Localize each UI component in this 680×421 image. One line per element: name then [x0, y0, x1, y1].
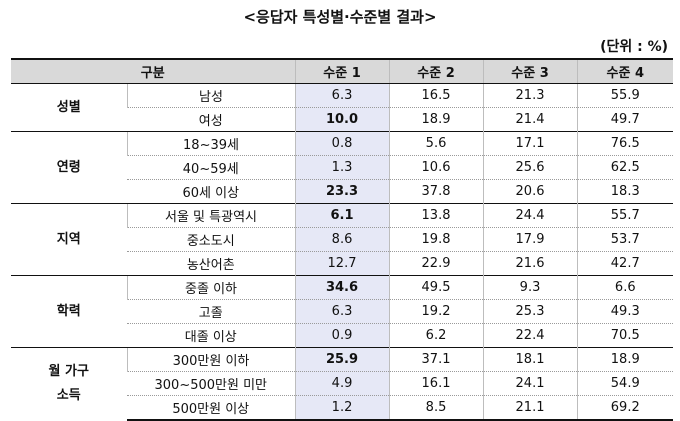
table-row: 40~59세 1.3 10.6 25.6 62.5 [11, 155, 674, 180]
cell-level-2: 6.2 [388, 323, 484, 348]
cell-level-3: 21.1 [482, 395, 578, 421]
cell-level-3: 24.4 [482, 203, 578, 228]
cell-level-1: 1.3 [294, 155, 390, 180]
table-title: <응답자 특성별·수준별 결과> [243, 8, 437, 26]
cell-level-1: 6.3 [294, 83, 390, 108]
cell-level-2: 16.1 [388, 371, 484, 396]
cell-level-4: 49.3 [576, 299, 674, 324]
cell-level-1: 0.8 [294, 131, 390, 156]
cell-level-4: 49.7 [576, 107, 674, 132]
table-row: 대졸 이상 0.9 6.2 22.4 70.5 [11, 323, 674, 348]
row-label: 500만원 이상 [127, 395, 296, 421]
table-row: 농산어촌 12.7 22.9 21.6 42.7 [11, 251, 674, 276]
header-level-3: 수준 3 [482, 58, 578, 84]
cell-level-4: 18.9 [576, 347, 674, 372]
table-row: 연령 18~39세 0.8 5.6 17.1 76.5 [11, 131, 674, 204]
cell-level-1: 6.3 [294, 299, 390, 324]
cell-level-2: 8.5 [388, 395, 484, 421]
group-label: 지역 [11, 203, 127, 276]
row-label: 300~500만원 미만 [127, 371, 296, 396]
cell-level-2: 22.9 [388, 251, 484, 276]
cell-level-2: 19.8 [388, 227, 484, 252]
cell-level-1: 1.2 [294, 395, 390, 421]
cell-level-4: 54.9 [576, 371, 674, 396]
cell-level-3: 18.1 [482, 347, 578, 372]
cell-level-2: 19.2 [388, 299, 484, 324]
row-label: 여성 [127, 107, 296, 132]
table-row: 성별 남성 6.3 16.5 21.3 55.9 [11, 83, 674, 132]
cell-level-4: 6.6 [576, 275, 674, 300]
cell-level-2: 16.5 [388, 83, 484, 108]
cell-level-4: 55.9 [576, 83, 674, 108]
cell-level-1: 6.1 [294, 203, 390, 228]
cell-level-2: 37.1 [388, 347, 484, 372]
header-level-4: 수준 4 [576, 58, 674, 84]
cell-level-3: 21.6 [482, 251, 578, 276]
cell-level-4: 55.7 [576, 203, 674, 228]
cell-level-1: 4.9 [294, 371, 390, 396]
cell-level-3: 21.3 [482, 83, 578, 108]
cell-level-1: 25.9 [294, 347, 390, 372]
row-label: 대졸 이상 [127, 323, 296, 348]
table-row: 월 가구 소득 300만원 이하 25.9 37.1 18.1 18.9 [11, 347, 674, 420]
table-row: 지역 서울 및 특광역시 6.1 13.8 24.4 55.7 [11, 203, 674, 276]
cell-level-1: 0.9 [294, 323, 390, 348]
header-row: 구분 수준 1 수준 2 수준 3 수준 4 [11, 58, 674, 84]
row-label: 60세 이상 [127, 179, 296, 204]
table-row: 여성 10.0 18.9 21.4 49.7 [11, 107, 674, 132]
row-label: 중졸 이하 [126, 275, 296, 300]
results-table: 구분 수준 1 수준 2 수준 3 수준 4 성별 남성 6.3 16.5 21.3 55… [11, 58, 674, 421]
cell-level-3: 22.4 [482, 323, 578, 348]
row-label: 300만원 이하 [126, 347, 296, 372]
table-row: 300~500만원 미만 4.9 16.1 24.1 54.9 [11, 371, 674, 396]
cell-level-1: 10.0 [294, 107, 390, 132]
table-row: 고졸 6.3 19.2 25.3 49.3 [11, 299, 674, 324]
cell-level-4: 76.5 [576, 131, 674, 156]
cell-level-3: 17.9 [482, 227, 578, 252]
cell-level-3: 20.6 [482, 179, 578, 204]
cell-level-1: 8.6 [294, 227, 390, 252]
row-label: 남성 [126, 83, 296, 108]
cell-level-3: 9.3 [482, 275, 578, 300]
table-row: 학력 중졸 이하 34.6 49.5 9.3 6.6 [11, 275, 674, 348]
row-label: 40~59세 [127, 155, 296, 180]
table-row: 60세 이상 23.3 37.8 20.6 18.3 [11, 179, 674, 204]
cell-level-4: 69.2 [576, 395, 674, 421]
cell-level-1: 23.3 [294, 179, 390, 204]
header-category: 구분 [11, 58, 296, 84]
cell-level-3: 25.6 [482, 155, 578, 180]
cell-level-2: 5.6 [388, 131, 484, 156]
cell-level-3: 21.4 [482, 107, 578, 132]
row-label: 중소도시 [127, 227, 296, 252]
table-row: 500만원 이상 1.2 8.5 21.1 69.2 [11, 395, 674, 421]
table-body: 성별 남성 6.3 16.5 21.3 55.9 여성 10.0 18.9 21.4 49.7 연령 1… [11, 83, 674, 421]
cell-level-4: 62.5 [576, 155, 674, 180]
cell-level-1: 34.6 [294, 275, 390, 300]
row-label: 서울 및 특광역시 [126, 203, 296, 228]
row-label: 18~39세 [126, 131, 296, 156]
row-label: 농산어촌 [127, 251, 296, 276]
cell-level-4: 18.3 [576, 179, 674, 204]
cell-level-2: 37.8 [388, 179, 484, 204]
cell-level-4: 42.7 [576, 251, 674, 276]
group-label: 성별 [11, 83, 127, 132]
cell-level-1: 12.7 [294, 251, 390, 276]
header-level-2: 수준 2 [388, 58, 484, 84]
group-label: 연령 [11, 131, 127, 204]
cell-level-2: 18.9 [388, 107, 484, 132]
row-label: 고졸 [127, 299, 296, 324]
table-row: 중소도시 8.6 19.8 17.9 53.7 [11, 227, 674, 252]
cell-level-4: 70.5 [576, 323, 674, 348]
cell-level-2: 10.6 [388, 155, 484, 180]
cell-level-2: 13.8 [388, 203, 484, 228]
cell-level-3: 17.1 [482, 131, 578, 156]
group-label: 학력 [11, 275, 127, 348]
group-label: 월 가구 소득 [11, 347, 127, 420]
unit-label: (단위 : %) [600, 39, 668, 55]
header-level-1: 수준 1 [294, 58, 390, 84]
cell-level-2: 49.5 [388, 275, 484, 300]
cell-level-3: 25.3 [482, 299, 578, 324]
cell-level-3: 24.1 [482, 371, 578, 396]
cell-level-4: 53.7 [576, 227, 674, 252]
